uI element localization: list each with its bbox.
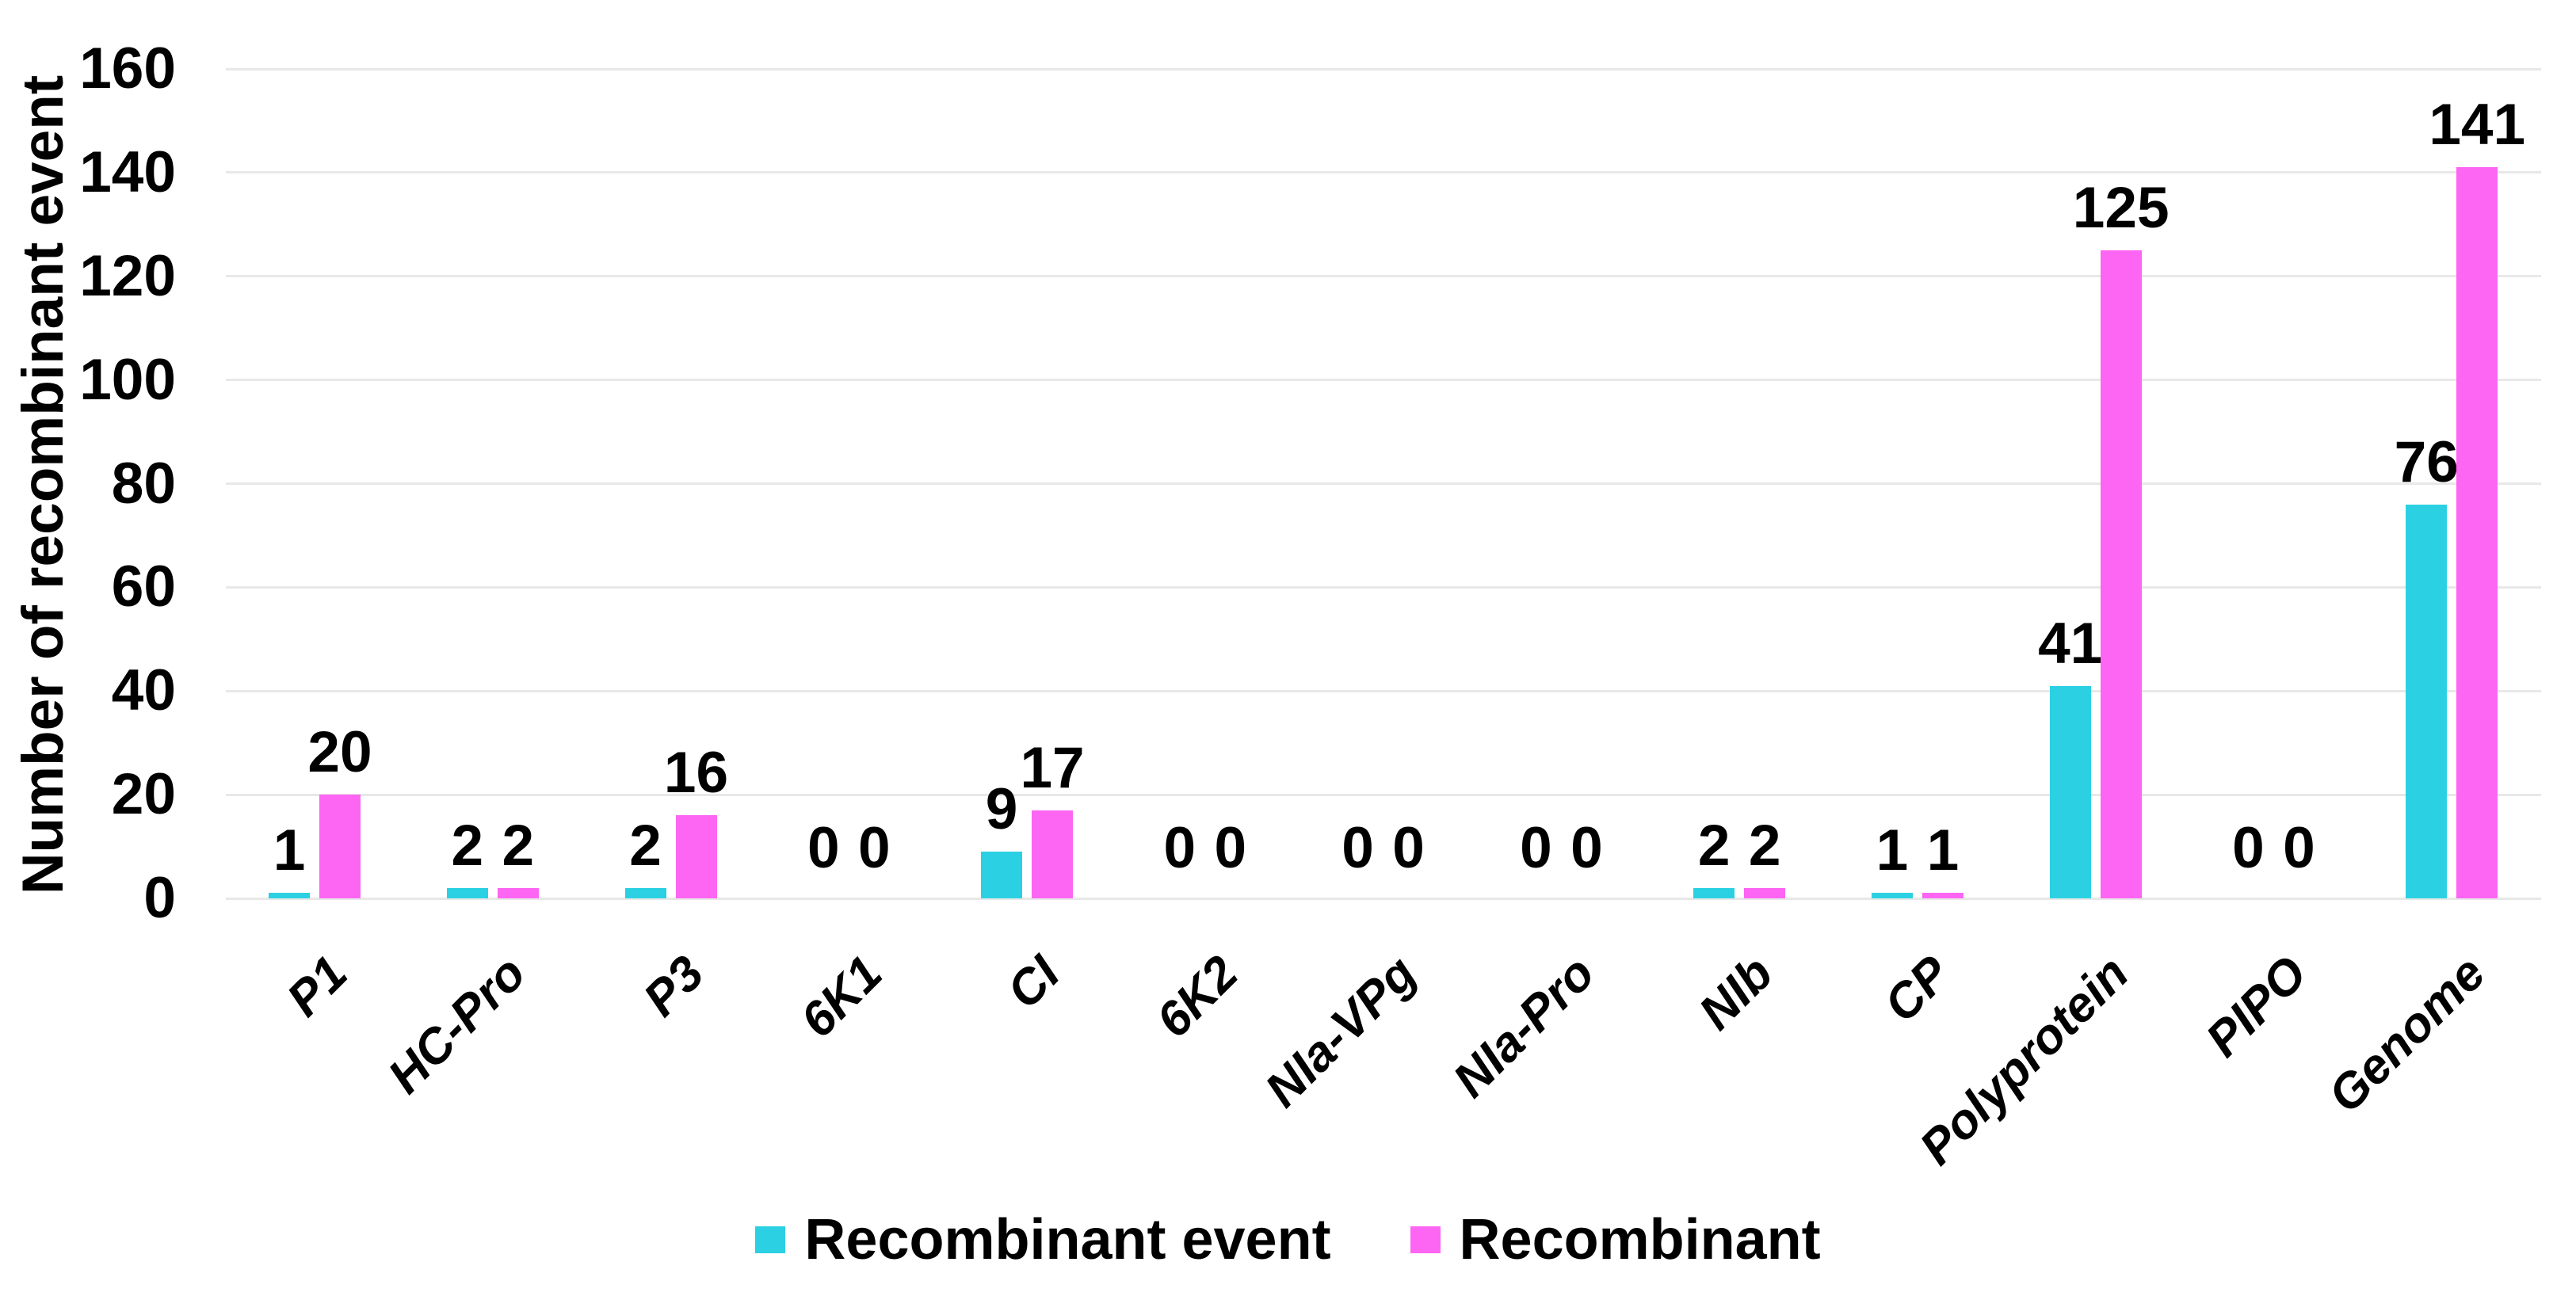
legend-swatch-recombinant-event bbox=[755, 1226, 786, 1253]
bar-recombinant-p3 bbox=[675, 815, 717, 898]
bar-value-label-recombinant-event-ci: 9 bbox=[985, 777, 1018, 842]
y-tick-label-60: 60 bbox=[111, 555, 176, 620]
bar-recombinant-event-hc-pro bbox=[446, 887, 488, 898]
bar-recombinant-cp bbox=[1922, 893, 1963, 898]
gridline-y-140 bbox=[226, 171, 2541, 174]
bar-recombinant-event-p3 bbox=[624, 887, 666, 898]
bar-value-label-recombinant-event-nib: 2 bbox=[1697, 813, 1731, 878]
bar-value-label-recombinant-p3: 16 bbox=[663, 741, 729, 806]
bar-value-label-recombinant-polyprotein: 125 bbox=[2072, 176, 2170, 241]
bar-value-label-recombinant-event-6k1: 0 bbox=[807, 816, 840, 880]
legend-label-recombinant-event: Recombinant event bbox=[804, 1208, 1331, 1271]
bar-value-label-recombinant-hc-pro: 2 bbox=[502, 813, 535, 878]
bar-recombinant-event-ci bbox=[981, 852, 1023, 898]
gridline-y-0 bbox=[226, 897, 2541, 900]
bar-recombinant-p1 bbox=[319, 795, 361, 898]
y-tick-label-0: 0 bbox=[143, 866, 176, 930]
bar-recombinant-event-p1 bbox=[269, 893, 310, 898]
bar-value-label-recombinant-event-cp: 1 bbox=[1876, 818, 1909, 883]
bar-value-label-recombinant-genome: 141 bbox=[2429, 93, 2526, 158]
legend-label-recombinant: Recombinant bbox=[1459, 1208, 1821, 1271]
bar-value-label-recombinant-event-hc-pro: 2 bbox=[451, 813, 484, 878]
bar-recombinant-genome bbox=[2456, 167, 2498, 898]
bar-recombinant-event-polyprotein bbox=[2049, 685, 2091, 898]
y-tick-label-160: 160 bbox=[79, 36, 176, 101]
gridline-y-100 bbox=[226, 379, 2541, 382]
y-tick-label-140: 140 bbox=[79, 139, 176, 204]
bar-recombinant-hc-pro bbox=[497, 887, 539, 898]
legend-swatch-recombinant bbox=[1410, 1226, 1441, 1253]
gridline-y-160 bbox=[226, 67, 2541, 71]
bar-recombinant-nib bbox=[1744, 887, 1786, 898]
bar-value-label-recombinant-6k2: 0 bbox=[1214, 816, 1247, 880]
gridline-y-40 bbox=[226, 689, 2541, 692]
bar-value-label-recombinant-p1: 20 bbox=[307, 720, 372, 785]
bar-value-label-recombinant-nib: 2 bbox=[1748, 813, 1781, 878]
bar-value-label-recombinant-event-nia-pro: 0 bbox=[1520, 816, 1552, 880]
bar-value-label-recombinant-event-6k2: 0 bbox=[1163, 816, 1196, 880]
bar-value-label-recombinant-nia-vpg: 0 bbox=[1392, 816, 1425, 880]
legend: Recombinant event Recombinant bbox=[0, 1210, 2576, 1269]
bar-value-label-recombinant-event-polyprotein: 41 bbox=[2038, 611, 2103, 676]
bar-recombinant-event-genome bbox=[2406, 504, 2448, 898]
bar-value-label-recombinant-pipo: 0 bbox=[2283, 816, 2315, 880]
bar-recombinant-ci bbox=[1032, 810, 1074, 898]
legend-item-recombinant: Recombinant bbox=[1410, 1210, 1821, 1269]
bar-recombinant-polyprotein bbox=[2100, 250, 2142, 898]
bar-value-label-recombinant-ci: 17 bbox=[1020, 735, 1085, 800]
bar-value-label-recombinant-cp: 1 bbox=[1926, 818, 1960, 883]
bar-value-label-recombinant-event-pipo: 0 bbox=[2232, 816, 2265, 880]
y-tick-label-40: 40 bbox=[111, 658, 176, 723]
gridline-y-120 bbox=[226, 275, 2541, 278]
bar-recombinant-event-nib bbox=[1693, 887, 1735, 898]
gridline-y-60 bbox=[226, 585, 2541, 589]
bar-value-label-recombinant-6k1: 0 bbox=[857, 816, 891, 880]
bar-value-label-recombinant-event-genome: 76 bbox=[2394, 429, 2459, 494]
gridline-y-20 bbox=[226, 793, 2541, 796]
y-tick-label-120: 120 bbox=[79, 243, 176, 308]
bar-value-label-recombinant-nia-pro: 0 bbox=[1570, 816, 1603, 880]
bar-value-label-recombinant-event-nia-vpg: 0 bbox=[1341, 816, 1374, 880]
bar-recombinant-event-cp bbox=[1871, 893, 1913, 898]
bar-value-label-recombinant-event-p1: 1 bbox=[273, 818, 306, 883]
gridline-y-80 bbox=[226, 482, 2541, 485]
bar-value-label-recombinant-event-p3: 2 bbox=[629, 813, 662, 878]
y-tick-label-20: 20 bbox=[111, 762, 176, 827]
legend-item-recombinant-event: Recombinant event bbox=[755, 1208, 1331, 1271]
y-tick-label-80: 80 bbox=[111, 451, 176, 516]
y-tick-label-100: 100 bbox=[79, 347, 176, 412]
